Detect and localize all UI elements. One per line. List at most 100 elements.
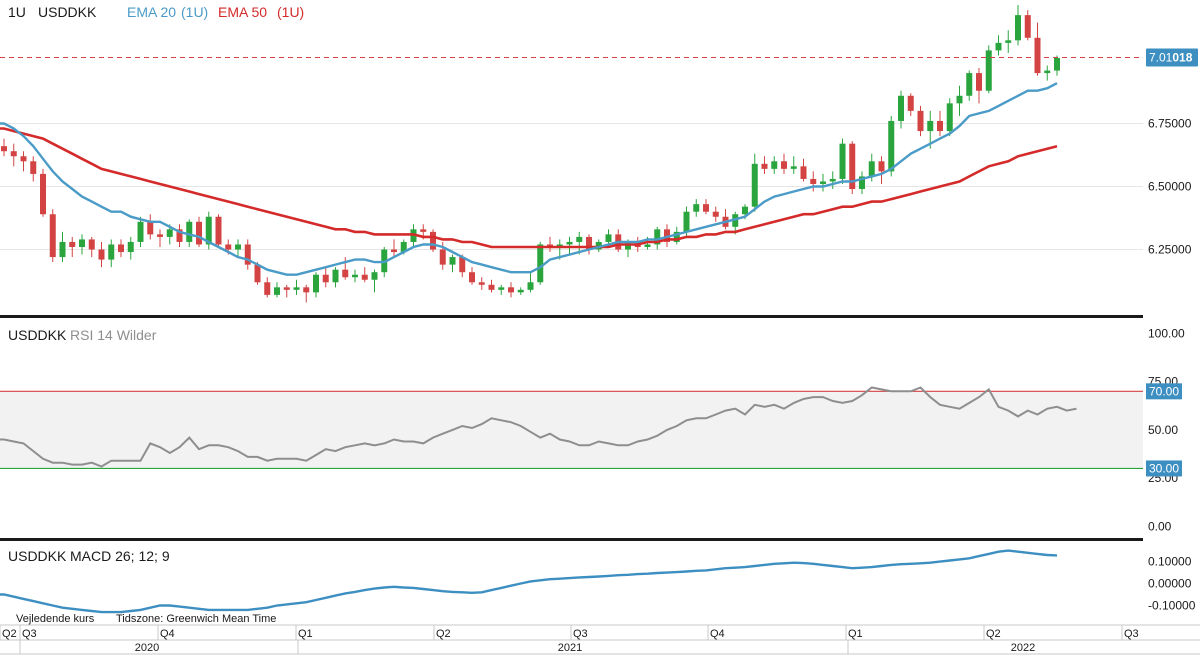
rsi-tick-label: 0.00 (1148, 519, 1172, 533)
panel-separator-2 (0, 538, 1143, 541)
candle-body (244, 244, 251, 265)
candle-body (1054, 57, 1060, 71)
rsi-tick-label: 100.00 (1148, 326, 1185, 340)
candle-body (59, 241, 66, 258)
candle-body (108, 244, 115, 260)
candle-body (907, 95, 914, 111)
candle-body (176, 229, 183, 242)
candle-body (322, 274, 329, 283)
candle-body (985, 50, 992, 91)
macd-indicator-label: MACD 26; 12; 9 (70, 548, 170, 564)
candle-body (742, 206, 748, 215)
candle-body (488, 284, 495, 290)
x-quarter-label: Q3 (573, 628, 588, 640)
macd-symbol-label: USDDKK (8, 548, 67, 564)
x-quarter-label: Q4 (710, 628, 725, 640)
macd-line (0, 549, 1058, 614)
x-quarter-label: Q1 (848, 628, 863, 640)
candle-body (537, 244, 544, 283)
candle-body (49, 214, 56, 258)
symbol-label: USDDKK (38, 4, 97, 20)
x-year-label: 2022 (1011, 642, 1035, 654)
price-tick-label: 6.25000 (1148, 243, 1192, 257)
candle-body (420, 229, 427, 232)
x-quarter-label: Q2 (436, 628, 451, 640)
last-price-badge: 7.01018 (1146, 48, 1198, 67)
candle-body (976, 73, 982, 91)
candle-body (820, 181, 826, 184)
candle-body (147, 221, 154, 235)
candle-body (430, 231, 436, 250)
candle-body (79, 239, 85, 247)
price-axis: 6.75000 6.50000 6.25000 (1148, 116, 1192, 256)
last-price-main: 7.01 (1149, 51, 1173, 65)
candle-body (215, 216, 222, 245)
candle-body (839, 143, 846, 179)
panel-separator-1 (0, 315, 1143, 318)
rsi-line (0, 386, 1077, 468)
candle-body (1034, 37, 1041, 74)
footer-notes: Vejledende kurs Tidszone: Greenwich Mean… (16, 613, 276, 625)
candle-body (927, 120, 934, 132)
candle-body (98, 249, 105, 260)
macd-header: USDDKK MACD 26; 12; 9 (8, 548, 170, 564)
macd-tick-label: -0.10000 (1148, 599, 1196, 613)
x-quarter-label: Q2 (2, 628, 17, 640)
candle-body (118, 244, 124, 253)
candle-body (693, 204, 700, 212)
candle-body (946, 103, 953, 132)
candle-body (205, 216, 212, 245)
candle-body (1005, 40, 1012, 43)
candle-body (264, 282, 271, 295)
candle-body (352, 274, 358, 278)
ema20-line (0, 82, 1058, 276)
candle-body (898, 95, 904, 121)
candle-body (810, 178, 817, 184)
candle-body (917, 110, 924, 132)
price-tick-label: 6.75000 (1148, 116, 1192, 130)
x-quarter-label: Q4 (160, 628, 175, 640)
candle-body (790, 166, 797, 169)
last-price-bold: 018 (1172, 51, 1192, 65)
rsi-header: USDDKK RSI 14 Wilder (8, 327, 157, 343)
candle-body (664, 229, 670, 242)
candle-body (235, 244, 241, 250)
candle-body (478, 282, 485, 285)
candle-body (88, 239, 95, 250)
candle-body (342, 269, 349, 278)
candle-body (781, 161, 787, 169)
interval-label: 1U (8, 4, 26, 20)
candle-body (966, 73, 973, 96)
svg-text:7.01018: 7.01018 (1149, 51, 1193, 65)
candle-body (566, 241, 573, 245)
candle-body (995, 42, 1002, 51)
candle-body (1044, 70, 1051, 74)
timezone-note: Tidszone: Greenwich Mean Time (116, 613, 276, 625)
ema50-legend-param: (1U) (277, 4, 304, 20)
candle-body (800, 166, 807, 179)
svg-text:70.00: 70.00 (1149, 384, 1179, 398)
macd-tick-label: 0.10000 (1148, 555, 1192, 569)
macd-axis: 0.10000 0.00000 -0.10000 (1148, 555, 1196, 613)
candle-body (157, 234, 163, 237)
x-year-label: 2021 (558, 642, 582, 654)
rsi-overbought-badge: 70.00 (1146, 383, 1182, 400)
x-quarter-labels: Q2 Q3 Q4 Q1 Q2 Q3 Q4 Q1 Q2 Q3 (0, 625, 1139, 640)
x-quarter-label: Q1 (298, 628, 313, 640)
candle-body (576, 236, 583, 242)
price-panel[interactable]: 6.75000 6.50000 6.25000 7.01018 1U USDDKK … (0, 4, 1198, 303)
candle-body (859, 176, 865, 190)
macd-panel[interactable]: 0.10000 0.00000 -0.10000 USDDKK MACD 26; 1… (0, 548, 1196, 625)
price-note: Vejledende kurs (16, 613, 95, 625)
x-quarter-label: Q2 (986, 628, 1001, 640)
candle-body (40, 173, 46, 215)
candle-body (1024, 15, 1031, 38)
candle-body (449, 257, 456, 265)
x-quarter-label: Q3 (22, 628, 37, 640)
candle-body (586, 236, 592, 250)
candle-body (20, 156, 27, 162)
candle-body (469, 272, 475, 283)
x-year-label: 2020 (135, 642, 159, 654)
